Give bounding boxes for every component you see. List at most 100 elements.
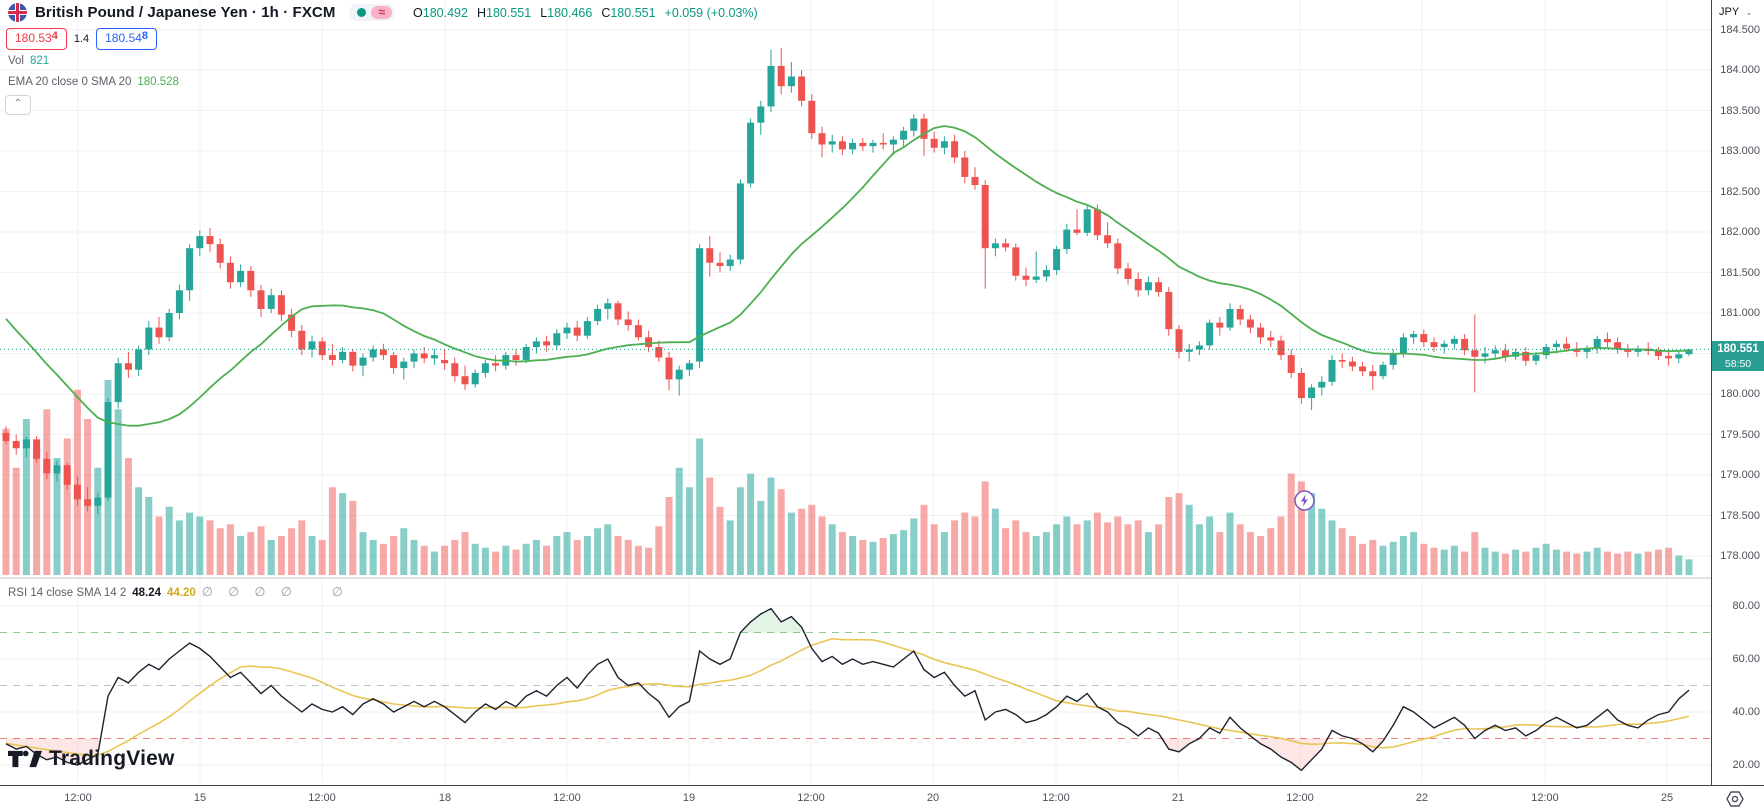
volume-bar xyxy=(808,504,816,575)
candle-body xyxy=(1318,381,1326,388)
volume-bar xyxy=(1246,532,1254,575)
volume-bar xyxy=(512,549,520,575)
volume-bar xyxy=(135,487,143,575)
volume-bar xyxy=(1644,551,1652,575)
market-open-dot-icon[interactable] xyxy=(357,8,367,17)
last-price-badge[interactable]: 180.551 58:50 xyxy=(1712,341,1764,371)
candle-body xyxy=(339,351,347,360)
volume-bar xyxy=(288,528,296,575)
time-axis[interactable]: 12:00 15 12:00 18 12:00 19 12:00 20 12:00 21 12:00… xyxy=(0,785,1764,812)
candle-body xyxy=(828,141,836,145)
volume-bar xyxy=(553,536,561,575)
time-tick-label: 12:00 xyxy=(1042,792,1070,804)
candle-body xyxy=(1430,342,1438,348)
open-label: O xyxy=(413,5,423,20)
buy-button[interactable]: 180.548 xyxy=(96,28,157,50)
volume-bar xyxy=(1685,559,1693,575)
axis-settings-icon[interactable] xyxy=(1726,791,1744,812)
volume-bar xyxy=(216,528,224,575)
volume-legend[interactable]: Vol 821 xyxy=(8,55,49,67)
candle-body xyxy=(1359,366,1367,372)
candle-body xyxy=(206,236,214,245)
price-tick-label: 183.000 xyxy=(1720,145,1760,157)
candle-body xyxy=(1624,349,1632,352)
candle-body xyxy=(1348,361,1356,367)
sell-button[interactable]: 180.534 xyxy=(6,28,67,50)
volume-bar xyxy=(1389,541,1397,575)
candle-body xyxy=(1206,322,1214,346)
candle-body xyxy=(1461,338,1469,351)
rsi-tick-label: 20.00 xyxy=(1732,759,1760,771)
volume-bar xyxy=(165,506,173,575)
volume-bar xyxy=(849,536,857,575)
candle-body xyxy=(216,244,224,263)
volume-bar xyxy=(1063,516,1071,575)
candle-body xyxy=(1104,235,1112,244)
candle-body xyxy=(441,359,449,364)
candle-body xyxy=(94,497,102,506)
price-axis[interactable]: 184.500 184.000 183.500 183.000 182.500 182.0… xyxy=(1711,0,1764,785)
candle-body xyxy=(910,118,918,131)
price-tick-label: 179.500 xyxy=(1720,428,1760,441)
volume-bar xyxy=(1124,524,1132,575)
volume-bar xyxy=(1624,551,1632,575)
volume-bar xyxy=(1450,545,1458,575)
volume-bar xyxy=(1532,547,1540,575)
candle-body xyxy=(1297,372,1305,399)
volume-bar xyxy=(696,438,704,575)
volume-bar xyxy=(573,539,581,575)
volume-bar xyxy=(1573,553,1581,575)
time-tick-label: 12:00 xyxy=(1531,792,1559,804)
candle-body xyxy=(12,440,20,449)
candle-body xyxy=(1246,319,1254,328)
volume-bar xyxy=(900,530,908,575)
volume-bar xyxy=(859,539,867,575)
rsi-legend[interactable]: RSI 14 close SMA 14 2 48.24 44.20 ∅ ∅ ∅ … xyxy=(8,584,349,599)
candle-body xyxy=(512,355,520,360)
high-label: H xyxy=(476,5,486,20)
candle-body xyxy=(879,142,887,145)
volume-bar xyxy=(53,458,61,575)
volume-bar xyxy=(1216,532,1224,575)
candle-body xyxy=(1665,355,1673,359)
volume-bar xyxy=(879,537,887,575)
candle-body xyxy=(43,458,51,474)
candle-body xyxy=(1134,278,1142,291)
candle-body xyxy=(675,369,683,380)
price-tick-label: 183.500 xyxy=(1720,104,1760,117)
candle-body xyxy=(1257,327,1265,338)
volume-bar xyxy=(124,458,132,575)
volume-bar xyxy=(828,524,836,575)
candle-body xyxy=(84,499,92,506)
price-tick-label: 181.500 xyxy=(1720,266,1760,279)
volume-bar xyxy=(1226,512,1234,575)
volume-bar xyxy=(237,536,245,575)
volume-bar xyxy=(1614,553,1622,575)
volume-bar xyxy=(1267,528,1275,575)
candle-body xyxy=(594,308,602,322)
volume-bar xyxy=(1593,547,1601,575)
volume-bar xyxy=(645,547,653,575)
ohlc-readout: O180.492 H180.551 L180.466 C180.551 +0.0… xyxy=(413,6,758,20)
currency-selector[interactable]: JPY ⌄ xyxy=(1712,0,1764,24)
candle-body xyxy=(1328,359,1336,382)
volume-bar xyxy=(1654,549,1662,575)
ma-legend[interactable]: EMA 20 close 0 SMA 20 180.528 xyxy=(8,76,179,88)
instant-trade-lightning-icon[interactable] xyxy=(1294,490,1315,516)
candle-body xyxy=(471,372,479,385)
delayed-data-icon[interactable]: ≈ xyxy=(371,6,393,19)
volume-bar xyxy=(175,520,183,575)
volume-bar xyxy=(502,545,510,575)
volume-bar xyxy=(226,524,234,575)
candle-body xyxy=(1481,353,1489,357)
tradingview-logo[interactable]: TradingView xyxy=(8,745,175,773)
volume-bar xyxy=(675,467,683,575)
volume-bar xyxy=(777,489,785,575)
volume-bar xyxy=(624,539,632,575)
symbol-title[interactable]: British Pound / Japanese Yen · 1h · FXCM xyxy=(35,4,336,21)
volume-bar xyxy=(1032,536,1040,575)
volume-bar xyxy=(1348,536,1356,575)
collapse-panel-button[interactable]: ⌃ xyxy=(5,95,31,115)
